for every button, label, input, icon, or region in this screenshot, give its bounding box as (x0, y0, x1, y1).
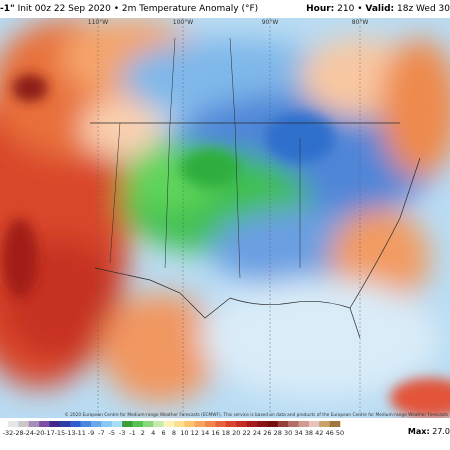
colorbar-label: -24 (23, 429, 34, 437)
us-mexico-border (94, 267, 231, 319)
colorbar-label: -28 (13, 429, 24, 437)
colorbar-label: 18 (222, 429, 230, 437)
colorbar-swatch (28, 421, 40, 427)
colorbar-swatch (59, 421, 71, 427)
colorbar-label: -13 (65, 429, 76, 437)
colorbar-swatch (267, 421, 279, 427)
anomaly-detail (2, 74, 450, 418)
colorbar-label: -9 (88, 429, 94, 437)
longitude-label: 80°W (352, 19, 369, 26)
colorbar-label: 4 (151, 429, 155, 437)
colorbar-swatch (80, 421, 92, 427)
colorbar-swatch (288, 421, 299, 427)
colorbar-label: 14 (201, 429, 209, 437)
colorbar-label: 8 (172, 429, 176, 437)
colorbar-swatch (174, 421, 185, 427)
colorbar-swatch (101, 421, 113, 427)
colorbar-swatch (91, 421, 102, 427)
graticule (97, 18, 361, 418)
longitude-label: 110°W (88, 19, 108, 26)
max-value: 27.0 (432, 427, 450, 436)
colorbar-swatch (163, 421, 175, 427)
init-time: Init 00z 22 Sep 2020 (17, 4, 111, 14)
state-lines (109, 37, 301, 279)
colorbar-swatch (70, 421, 81, 427)
colorbar-label: -3 (119, 429, 125, 437)
colorbar-swatch (329, 421, 341, 427)
hour-label: Hour: (306, 4, 335, 14)
colorbar-label: -17 (44, 429, 55, 437)
title: -1" Init 00z 22 Sep 2020 • 2m Temperatur… (0, 4, 259, 14)
colorbar-label: 24 (253, 429, 261, 437)
colorbar-swatch (111, 421, 123, 427)
map: 110°W 100°W 90°W 80°W © 2020 European Ce… (0, 18, 450, 418)
valid-label: Valid: (365, 4, 395, 14)
colorbar-swatch (184, 421, 196, 427)
colorbar-swatch (236, 421, 247, 427)
colorbar-swatch (153, 421, 164, 427)
colorbar: -32 -28 -24 -20 -17 -15 -13 -11 -9 -7 -5 -3 -1 2 4 6 8 10… (3, 421, 344, 437)
model: -1" (0, 4, 15, 14)
colorbar-label: 38 (305, 429, 313, 437)
colorbar-label: -20 (34, 429, 45, 437)
colorbar-label: 2 (141, 429, 145, 437)
colorbar-swatch (257, 421, 268, 427)
colorbar-label: 22 (242, 429, 250, 437)
colorbar-label: 28 (274, 429, 282, 437)
colorbar-label: 46 (325, 429, 333, 437)
longitude-label: 90°W (262, 19, 279, 26)
colorbar-swatch (194, 421, 206, 427)
colorbar-label: 30 (284, 429, 292, 437)
field-name: 2m Temperature Anomaly (°F) (121, 4, 259, 14)
max-label: Max: (407, 427, 430, 436)
colorbar-label: -11 (75, 429, 86, 437)
hour: 210 (337, 4, 355, 14)
colorbar-swatch (308, 421, 320, 427)
colorbar-label: -5 (109, 429, 115, 437)
longitude-label: 100°W (173, 19, 193, 26)
colorbar-label: -15 (55, 429, 66, 437)
colorbar-swatch (18, 421, 30, 427)
colorbar-swatch (277, 421, 289, 427)
colorbar-swatch (132, 421, 144, 427)
colorbar-label: 6 (162, 429, 166, 437)
colorbar-label: 10 (180, 429, 188, 437)
anomaly-field (0, 18, 450, 403)
colorbar-swatch (122, 421, 133, 427)
colorbar-label: 42 (315, 429, 323, 437)
colorbar-swatch (298, 421, 310, 427)
colorbar-label: -32 (3, 429, 14, 437)
copyright: © 2020 European Centre for Medium-range … (65, 411, 449, 418)
colorbar-swatch (142, 421, 154, 427)
colorbar-swatch (205, 421, 216, 427)
colorbar-swatch (215, 421, 227, 427)
colorbar-swatch (8, 421, 19, 427)
colorbar-swatch (49, 421, 61, 427)
colorbar-swatch (39, 421, 50, 427)
colorbar-label: 16 (211, 429, 219, 437)
valid-info: Hour: 210 • Valid: 18z Wed 30 (306, 4, 450, 14)
colorbar-label: 20 (232, 429, 240, 437)
max-info: Max: 27.0 (408, 427, 450, 436)
colorbar-label: -7 (98, 429, 104, 437)
valid-time: 18z Wed 30 (397, 4, 450, 14)
colorbar-swatch (246, 421, 258, 427)
colorbar-label: -1 (129, 429, 135, 437)
colorbar-label: 50 (336, 429, 344, 437)
coastline (229, 157, 421, 339)
colorbar-label: 12 (191, 429, 199, 437)
colorbar-label: 26 (263, 429, 271, 437)
header: -1" Init 00z 22 Sep 2020 • 2m Temperatur… (0, 0, 450, 18)
colorbar-swatch (225, 421, 237, 427)
colorbar-label: 34 (294, 429, 302, 437)
colorbar-swatch (319, 421, 330, 427)
borders (90, 37, 421, 339)
